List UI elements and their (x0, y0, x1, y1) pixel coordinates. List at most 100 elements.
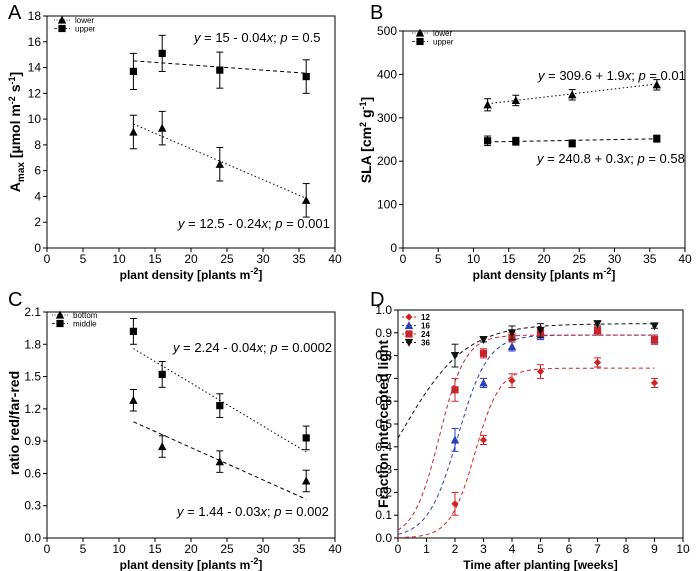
x-tick-label: 20 (184, 252, 198, 266)
x-tick-label: 6 (566, 542, 573, 556)
x-tick-label: 10 (676, 542, 690, 556)
x-label-end: ] (611, 268, 615, 282)
eq-x: x (255, 340, 263, 355)
eq-y: y (193, 30, 202, 45)
y-tick-label: 0.6 (24, 466, 41, 480)
eq-sep: ; (273, 30, 280, 45)
eq-p: p (269, 340, 277, 355)
x-tick-label: 0 (400, 252, 407, 266)
data-point-upper (302, 72, 310, 81)
y-tick-label: 0.1 (375, 508, 392, 522)
x-label-end: ] (258, 268, 262, 282)
data-point-lower (129, 127, 138, 136)
legend-label: middle (73, 320, 97, 329)
eq-x: x (623, 151, 631, 166)
y-tick-label: 0.2 (375, 485, 392, 499)
data-point-36 (593, 320, 602, 329)
eq-pval: = 0.5 (288, 30, 321, 45)
x-tick-label: 0 (395, 542, 402, 556)
eq-pval: = 0.58 (645, 151, 685, 166)
legend-marker (405, 313, 413, 321)
eq-x: x (260, 216, 268, 231)
data-point-upper (484, 137, 492, 145)
y-axis-label: ratio red/far-red (6, 371, 22, 475)
data-point-upper (129, 67, 137, 76)
x-tick-label: 4 (509, 542, 516, 556)
x-tick-label: 40 (328, 252, 342, 266)
data-point-36 (507, 329, 517, 338)
y-axis-label: SLA [cm2 g-1] (358, 97, 374, 183)
panel-letter: C (8, 289, 22, 311)
eq-body: = 240.8 + 0.3 (544, 151, 624, 166)
eq-y: y (176, 504, 185, 519)
y-tick-label: 4 (34, 189, 41, 203)
fit-line-lower (133, 123, 307, 199)
x-label-main: plant density [plants m (473, 268, 604, 282)
x-tick-label: 20 (537, 252, 551, 266)
x-label-main: plant density [plants m (120, 558, 251, 571)
data-point-lower (215, 159, 224, 168)
x-tick-label: 40 (328, 542, 342, 556)
fit-curve-36 (397, 323, 655, 439)
x-tick-label: 25 (573, 252, 587, 266)
data-point-lower (483, 100, 492, 109)
data-point-16 (479, 378, 488, 387)
eq-p: p (279, 30, 287, 45)
data-point-lower (302, 195, 311, 204)
y-label-sup: -1 (7, 76, 17, 84)
y-tick-label: 14 (28, 61, 42, 75)
eq-sep: ; (630, 151, 637, 166)
y-label-sub: max (16, 162, 27, 182)
data-point-bottom (158, 442, 167, 451)
eq-pval: = 0.002 (281, 504, 328, 519)
x-tick-label: 0 (44, 252, 51, 266)
data-point-middle (129, 327, 137, 335)
eq-x: x (266, 30, 274, 45)
data-point-16 (450, 435, 460, 444)
x-tick-label: 9 (651, 542, 658, 556)
eq-p: p (274, 216, 282, 231)
data-point-12 (593, 358, 602, 367)
data-point-12 (650, 379, 659, 387)
eq-pval: = 0.0002 (277, 340, 332, 355)
data-point-upper (568, 139, 576, 148)
y-tick-label: 400 (377, 67, 397, 81)
data-point-36 (479, 336, 488, 345)
data-point-bottom (129, 395, 138, 404)
eq-body: = 15 - 0.04 (201, 30, 267, 45)
y-tick-label: 300 (377, 111, 397, 125)
y-tick-label: 0.3 (375, 463, 392, 477)
y-label-main: SLA [cm (358, 127, 374, 183)
y-tick-label: 6 (34, 164, 41, 178)
legend-marker (416, 37, 424, 46)
plot-frame (397, 309, 684, 539)
fit-curve-12 (397, 367, 655, 539)
y-label-units: [µmol m (7, 104, 23, 162)
data-point-upper (158, 49, 166, 57)
x-tick-label: 30 (256, 542, 270, 556)
eq-body: = 2.24 - 0.04 (180, 340, 257, 355)
y-tick-label: 500 (377, 24, 397, 38)
x-tick-label: 35 (292, 542, 306, 556)
x-label-sup: -2 (250, 556, 258, 566)
y-label-sup: 2 (358, 122, 368, 127)
plot-frame (46, 15, 336, 249)
legend-label: upper (433, 38, 454, 47)
eq-y: y (177, 216, 186, 231)
y-tick-label: 1.0 (375, 303, 392, 317)
data-point-24 (593, 326, 602, 335)
equation-upper-eq: y = 15 - 0.04x; p = 0.5 (193, 30, 321, 45)
x-axis-label: plant density [plants m-2] (120, 266, 263, 282)
x-tick-label: 3 (480, 542, 487, 556)
eq-body: = 12.5 - 0.24 (185, 216, 262, 231)
x-tick-label: 15 (148, 252, 162, 266)
equation-middle-eq: y = 2.24 - 0.04x; p = 0.0002 (172, 340, 332, 355)
eq-y: y (537, 68, 546, 83)
y-label-main: A (7, 182, 23, 192)
y-tick-label: 10 (28, 112, 42, 126)
x-tick-label: 5 (537, 542, 544, 556)
x-tick-label: 10 (112, 252, 126, 266)
y-tick-label: 0.4 (375, 440, 392, 454)
legend-label: upper (75, 25, 96, 34)
